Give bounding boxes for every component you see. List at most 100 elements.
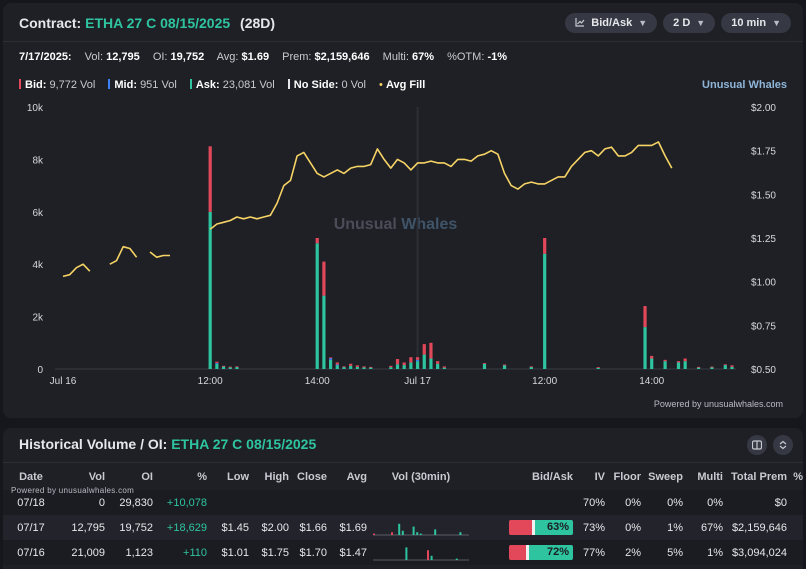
contract-name[interactable]: ETHA 27 C 08/15/2025 bbox=[85, 15, 231, 31]
ask-bar bbox=[409, 362, 413, 369]
ask-bar bbox=[349, 365, 353, 369]
bid-bar bbox=[415, 357, 420, 360]
cell-high bbox=[249, 490, 289, 515]
legend-bid[interactable]: Bid: 9,772 Vol bbox=[19, 79, 95, 91]
bid-bar bbox=[710, 366, 714, 368]
cell-multi: 0% bbox=[683, 490, 723, 515]
col-floor[interactable]: Floor bbox=[613, 471, 642, 483]
legend-no-side[interactable]: No Side: 0 Vol bbox=[287, 79, 366, 91]
legend-ask[interactable]: Ask: 23,081 Vol bbox=[189, 79, 275, 91]
bid-ask-dropdown[interactable]: Bid/Ask ▼ bbox=[565, 13, 658, 33]
table-row[interactable]: 07/16 21,009 1,123 +110 $1.01 $1.75 $1.70 $1.47… bbox=[3, 540, 803, 565]
legend-mid[interactable]: Mid: 951 Vol bbox=[108, 79, 177, 91]
bid-bar bbox=[650, 355, 654, 359]
col-date[interactable]: Date bbox=[19, 471, 43, 483]
bid-bar bbox=[342, 366, 346, 368]
spark-bar bbox=[455, 558, 458, 560]
columns-button[interactable] bbox=[747, 435, 767, 455]
x-tick-label: 14:00 bbox=[305, 376, 330, 387]
bid-bar bbox=[215, 361, 219, 363]
collapse-button[interactable] bbox=[773, 435, 793, 455]
bid-bar bbox=[482, 362, 487, 364]
ask-bar bbox=[362, 367, 366, 369]
ask-bar bbox=[482, 363, 487, 369]
days-to-expiry: (28D) bbox=[240, 15, 276, 31]
table-row[interactable]: 07/17 12,795 19,752 +18,629 $1.45 $2.00 $1.66 $… bbox=[3, 515, 803, 540]
range-dropdown[interactable]: 2 D ▼ bbox=[663, 13, 716, 33]
bid-bar bbox=[429, 342, 433, 359]
col-oi-change[interactable]: % bbox=[197, 471, 207, 483]
mid-bar bbox=[415, 359, 420, 362]
y-left-tick-label: 4k bbox=[32, 260, 44, 271]
x-tick-label: Jul 16 bbox=[50, 376, 77, 387]
cell-vol-30min bbox=[367, 515, 475, 540]
oi-value: 19,752 bbox=[170, 51, 205, 63]
cell-close bbox=[289, 490, 327, 515]
cell-sweep: 5% bbox=[641, 540, 683, 565]
ask-bar bbox=[730, 366, 734, 369]
cell-sweep: 0% bbox=[641, 490, 683, 515]
x-tick-label: Jul 17 bbox=[404, 376, 431, 387]
volume-price-chart: Unusual Whales 0 2k 4k 6k 8k 10k $0.50 $0.75 $1.0… bbox=[27, 103, 777, 387]
prem-label: Prem: bbox=[282, 51, 312, 63]
y-right-tick-label: $1.00 bbox=[751, 278, 776, 289]
cell-chg: +110 bbox=[153, 540, 207, 565]
cell-avg bbox=[327, 490, 367, 515]
col-iv[interactable]: IV bbox=[594, 471, 605, 483]
col-avg[interactable]: Avg bbox=[346, 471, 367, 483]
history-panel: Historical Volume / OI: ETHA 27 C 08/15/… bbox=[3, 428, 803, 569]
mid-bar bbox=[215, 362, 219, 364]
bid-bar bbox=[409, 357, 413, 363]
col-low[interactable]: Low bbox=[227, 471, 249, 483]
chart-controls: Bid/Ask ▼ 2 D ▼ 10 min ▼ bbox=[565, 13, 791, 33]
cell-date: 07/16 bbox=[3, 540, 59, 565]
cell-low: $1.45 bbox=[207, 515, 249, 540]
col-total-prem[interactable]: Total Prem bbox=[730, 471, 787, 483]
col-vol-30min[interactable]: Vol (30min) bbox=[391, 471, 451, 483]
bid-bar bbox=[422, 344, 426, 355]
y-right-tick-label: $1.25 bbox=[751, 234, 776, 245]
cell-chg: +18,629 bbox=[153, 515, 207, 540]
bid-bar bbox=[369, 366, 373, 368]
ask-bar bbox=[415, 361, 420, 369]
bid-bar bbox=[683, 358, 687, 362]
y-left-tick-label: 8k bbox=[32, 155, 44, 166]
chart-legend: Bid: 9,772 Vol Mid: 951 Vol Ask: 23,081 … bbox=[19, 79, 435, 91]
bid-bar bbox=[315, 238, 319, 244]
cell-vol: 21,009 bbox=[59, 540, 105, 565]
avg-fill-line bbox=[62, 141, 673, 278]
cell-bid-ask: 63% bbox=[475, 515, 573, 540]
bid-bar bbox=[696, 366, 701, 368]
prem-value: $2,159,646 bbox=[314, 51, 370, 63]
interval-label: 10 min bbox=[731, 17, 767, 29]
col-vol[interactable]: Vol bbox=[88, 471, 105, 483]
col-pct[interactable]: % bbox=[793, 471, 803, 483]
otm-label: %OTM: bbox=[447, 51, 485, 63]
avg-label: Avg: bbox=[216, 51, 239, 63]
y-right-tick-label: $0.50 bbox=[751, 365, 776, 376]
columns-icon bbox=[752, 440, 762, 450]
col-close[interactable]: Close bbox=[297, 471, 327, 483]
col-sweep[interactable]: Sweep bbox=[648, 471, 683, 483]
ask-bar bbox=[369, 367, 373, 369]
spark-bar bbox=[405, 546, 408, 560]
cell-vol-30min bbox=[367, 540, 475, 565]
col-bid-ask[interactable]: Bid/Ask bbox=[532, 471, 573, 483]
col-oi[interactable]: OI bbox=[141, 471, 153, 483]
cell-date: 07/17 bbox=[3, 515, 59, 540]
legend-avg-fill[interactable]: • Avg Fill bbox=[379, 79, 426, 91]
ask-bar bbox=[342, 366, 346, 369]
ask-bar bbox=[596, 367, 600, 369]
stats-date: 7/17/2025: bbox=[19, 51, 72, 63]
spark-bar bbox=[459, 531, 462, 535]
col-multi[interactable]: Multi bbox=[697, 471, 723, 483]
ask-percent: 63% bbox=[546, 521, 569, 533]
chart-panel: Contract: ETHA 27 C 08/15/2025 (28D) Bid… bbox=[3, 3, 803, 418]
bid-bar bbox=[529, 366, 533, 368]
divider bbox=[3, 462, 803, 463]
col-high[interactable]: High bbox=[264, 471, 289, 483]
interval-dropdown[interactable]: 10 min ▼ bbox=[721, 13, 791, 33]
table-row[interactable]: 07/18 0 29,830 +10,078 70% 0% 0% 0% $0 bbox=[3, 490, 803, 515]
mid-bar bbox=[335, 364, 339, 366]
cell-high: $2.00 bbox=[249, 515, 289, 540]
